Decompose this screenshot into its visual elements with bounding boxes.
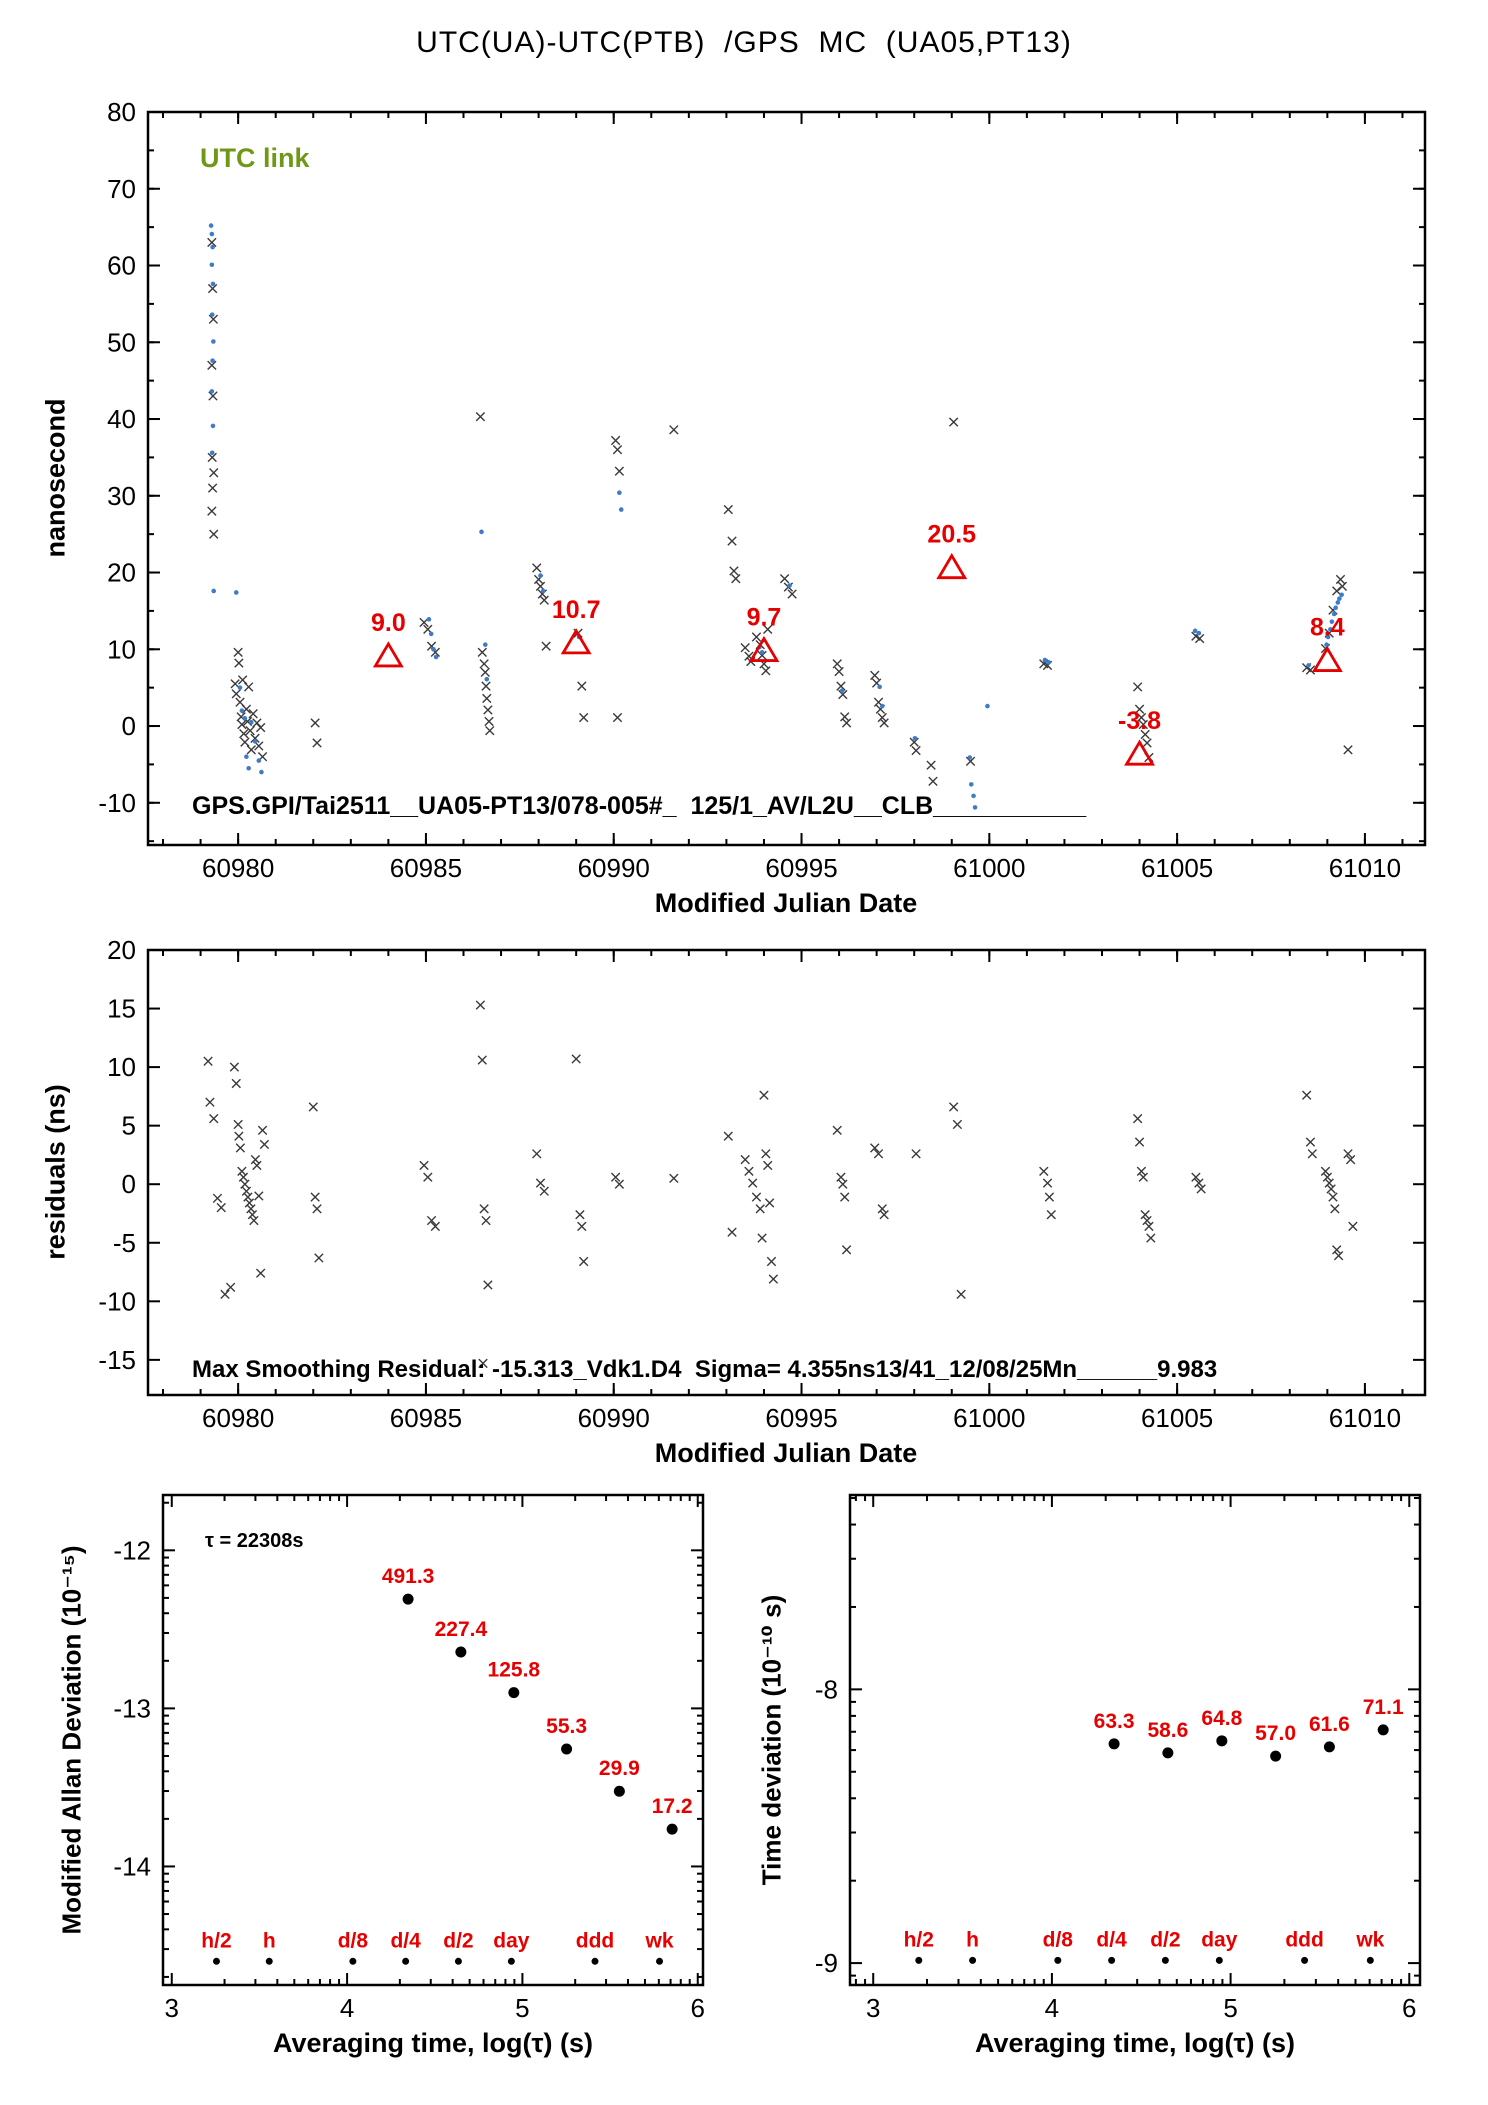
svg-text:ddd: ddd xyxy=(1285,1928,1323,1951)
svg-text:d/4: d/4 xyxy=(390,1929,421,1952)
svg-text:-9: -9 xyxy=(815,1948,838,1978)
svg-text:60980: 60980 xyxy=(202,1403,274,1433)
svg-text:61010: 61010 xyxy=(1329,1403,1401,1433)
svg-text:60: 60 xyxy=(107,251,136,281)
svg-text:70: 70 xyxy=(107,174,136,204)
svg-text:9.0: 9.0 xyxy=(371,609,406,637)
svg-text:4: 4 xyxy=(1045,1993,1059,2023)
svg-text:60985: 60985 xyxy=(390,853,462,883)
svg-text:-12: -12 xyxy=(113,1535,151,1565)
middle-y-axis-label: residuals (ns) xyxy=(40,1084,71,1260)
svg-text:-5: -5 xyxy=(113,1228,136,1258)
svg-text:17.2: 17.2 xyxy=(652,1795,693,1818)
svg-text:80: 80 xyxy=(107,97,136,127)
svg-text:0: 0 xyxy=(122,1169,136,1199)
svg-text:wk: wk xyxy=(645,1929,674,1952)
svg-text:-3.8: -3.8 xyxy=(1118,707,1161,735)
mdev-y-axis-label: Modified Allan Deviation (10⁻¹⁵) xyxy=(56,1545,87,1935)
svg-text:5: 5 xyxy=(1223,1993,1237,2023)
svg-text:61005: 61005 xyxy=(1141,1403,1213,1433)
svg-text:d/8: d/8 xyxy=(338,1929,369,1952)
svg-text:20: 20 xyxy=(107,558,136,588)
mdev-x-axis-label: Averaging time, log(τ) (s) xyxy=(272,2028,594,2058)
svg-text:4: 4 xyxy=(340,1993,354,2023)
svg-text:10: 10 xyxy=(107,1052,136,1082)
svg-text:125.8: 125.8 xyxy=(488,1659,541,1682)
gps-config-text: GPS.GPI/Tai2511__UA05-PT13/078-005#_ 125… xyxy=(192,792,1087,820)
svg-text:8.4: 8.4 xyxy=(1310,614,1345,642)
svg-text:-14: -14 xyxy=(113,1851,151,1881)
svg-text:d/8: d/8 xyxy=(1043,1928,1074,1951)
figure-title: UTC(UA)-UTC(PTB) /GPS MC (UA05,PT13) xyxy=(416,26,1072,59)
svg-text:64.8: 64.8 xyxy=(1201,1707,1242,1730)
svg-text:day: day xyxy=(1201,1928,1238,1951)
panel-top: 60980 60985 60990 60995 61000 61005 61010 -10 0 1… xyxy=(98,97,1427,883)
svg-text:d/4: d/4 xyxy=(1096,1928,1127,1951)
panel-bottom_right: 3 4 5 6 -8 -9 63.3 58.6 64.8 57.0 61.6 71.1 h/2 h d/8 d… xyxy=(815,1493,1422,2023)
svg-text:ddd: ddd xyxy=(576,1929,614,1952)
svg-text:491.3: 491.3 xyxy=(382,1565,435,1588)
svg-text:61000: 61000 xyxy=(953,853,1025,883)
svg-text:6: 6 xyxy=(1402,1993,1416,2023)
svg-text:-13: -13 xyxy=(113,1693,151,1723)
svg-text:30: 30 xyxy=(107,481,136,511)
svg-text:d/2: d/2 xyxy=(443,1929,473,1952)
svg-text:d/2: d/2 xyxy=(1150,1928,1180,1951)
svg-text:63.3: 63.3 xyxy=(1094,1710,1135,1733)
svg-text:60995: 60995 xyxy=(765,1403,837,1433)
smoothing-residual-text: Max Smoothing Residual: -15.313_Vdk1.D4 … xyxy=(192,1356,1218,1383)
svg-text:0: 0 xyxy=(122,711,136,741)
svg-text:61.6: 61.6 xyxy=(1309,1713,1350,1736)
svg-text:60980: 60980 xyxy=(202,853,274,883)
svg-text:h: h xyxy=(966,1928,979,1951)
svg-text:29.9: 29.9 xyxy=(599,1757,640,1780)
svg-text:60995: 60995 xyxy=(765,853,837,883)
svg-text:3: 3 xyxy=(165,1993,179,2023)
svg-text:10.7: 10.7 xyxy=(552,596,601,624)
middle-x-axis-label: Modified Julian Date xyxy=(654,1438,918,1468)
svg-text:20.5: 20.5 xyxy=(927,521,976,549)
tau-value-text: τ = 22308s xyxy=(205,1530,304,1552)
svg-text:20: 20 xyxy=(107,935,136,965)
svg-text:71.1: 71.1 xyxy=(1363,1696,1404,1719)
top-x-axis-label: Modified Julian Date xyxy=(654,888,918,918)
svg-text:61010: 61010 xyxy=(1329,853,1401,883)
svg-text:40: 40 xyxy=(107,404,136,434)
svg-text:60985: 60985 xyxy=(390,1403,462,1433)
top-y-axis-label: nanosecond xyxy=(40,398,71,558)
svg-text:61000: 61000 xyxy=(953,1403,1025,1433)
panel-middle: 60980 60985 60990 60995 61000 61005 61010 -15 -1… xyxy=(98,935,1427,1433)
svg-text:-8: -8 xyxy=(815,1674,838,1704)
svg-text:60990: 60990 xyxy=(578,853,650,883)
svg-text:-10: -10 xyxy=(98,788,136,818)
svg-text:h: h xyxy=(263,1929,276,1952)
svg-text:57.0: 57.0 xyxy=(1255,1722,1296,1745)
svg-text:wk: wk xyxy=(1355,1928,1384,1951)
svg-text:227.4: 227.4 xyxy=(435,1618,488,1641)
tdev-x-axis-label: Averaging time, log(τ) (s) xyxy=(974,2028,1296,2058)
svg-text:h/2: h/2 xyxy=(201,1929,231,1952)
svg-text:55.3: 55.3 xyxy=(546,1715,587,1738)
svg-text:61005: 61005 xyxy=(1141,853,1213,883)
utc-link-label: UTC link xyxy=(200,143,310,173)
svg-text:15: 15 xyxy=(107,994,136,1024)
svg-text:3: 3 xyxy=(866,1993,880,2023)
svg-text:60990: 60990 xyxy=(578,1403,650,1433)
svg-text:6: 6 xyxy=(691,1993,705,2023)
svg-text:5: 5 xyxy=(122,1111,136,1141)
svg-text:58.6: 58.6 xyxy=(1147,1719,1188,1742)
svg-text:10: 10 xyxy=(107,634,136,664)
svg-text:day: day xyxy=(493,1929,530,1952)
svg-text:5: 5 xyxy=(515,1993,529,2023)
svg-text:50: 50 xyxy=(107,327,136,357)
svg-text:9.7: 9.7 xyxy=(747,604,782,632)
svg-text:-10: -10 xyxy=(98,1286,136,1316)
tdev-y-axis-label: Time deviation (10⁻¹⁰ s) xyxy=(756,1594,787,1886)
svg-text:h/2: h/2 xyxy=(904,1928,934,1951)
svg-text:-15: -15 xyxy=(98,1345,136,1375)
